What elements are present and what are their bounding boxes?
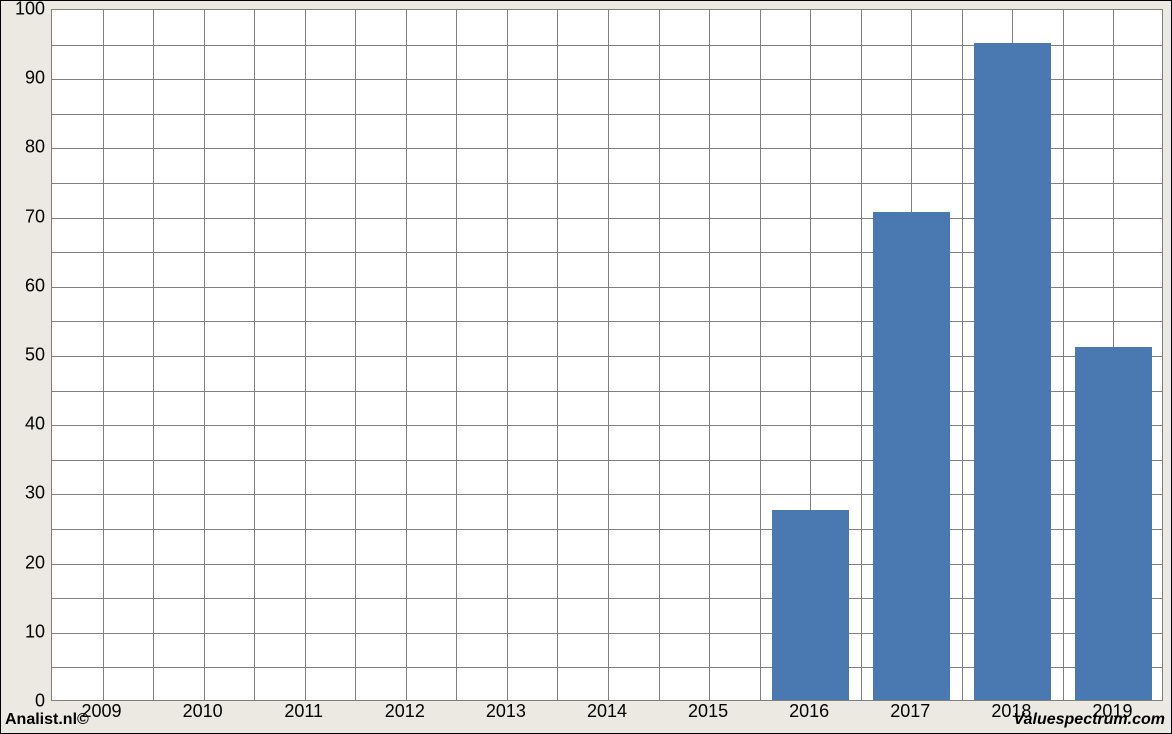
y-tick-label: 80 <box>5 137 45 158</box>
x-tick-label: 2015 <box>678 701 738 722</box>
y-tick-label: 20 <box>5 552 45 573</box>
y-tick-label: 50 <box>5 345 45 366</box>
vgrid-line <box>709 10 710 700</box>
y-tick-label: 0 <box>5 691 45 712</box>
footer-right-text: Valuespectrum.com <box>1014 711 1165 729</box>
y-tick-label: 10 <box>5 621 45 642</box>
vgrid-line <box>355 10 356 700</box>
bar-2016 <box>772 510 849 700</box>
x-tick-label: 2011 <box>274 701 334 722</box>
plot-inner <box>52 10 1162 700</box>
vgrid-line <box>153 10 154 700</box>
vgrid-line <box>659 10 660 700</box>
vgrid-line <box>103 10 104 700</box>
y-tick-label: 40 <box>5 414 45 435</box>
x-tick-label: 2016 <box>779 701 839 722</box>
vgrid-line <box>861 10 862 700</box>
vgrid-line <box>507 10 508 700</box>
bar-2018 <box>974 43 1051 700</box>
vgrid-line <box>1063 10 1064 700</box>
bar-2017 <box>873 212 950 700</box>
y-tick-label: 30 <box>5 483 45 504</box>
footer-left-text: Analist.nl© <box>5 711 89 729</box>
vgrid-line <box>406 10 407 700</box>
vgrid-line <box>456 10 457 700</box>
chart-container: 0102030405060708090100 20092010201120122… <box>0 0 1172 734</box>
y-tick-label: 60 <box>5 275 45 296</box>
x-tick-label: 2017 <box>880 701 940 722</box>
vgrid-line <box>760 10 761 700</box>
vgrid-line <box>557 10 558 700</box>
vgrid-line <box>305 10 306 700</box>
vgrid-line <box>608 10 609 700</box>
bar-2019 <box>1075 347 1152 700</box>
y-tick-label: 70 <box>5 206 45 227</box>
x-tick-label: 2013 <box>476 701 536 722</box>
y-tick-label: 100 <box>5 0 45 20</box>
y-tick-label: 90 <box>5 68 45 89</box>
x-tick-label: 2010 <box>173 701 233 722</box>
vgrid-line <box>204 10 205 700</box>
x-tick-label: 2012 <box>375 701 435 722</box>
x-tick-label: 2014 <box>577 701 637 722</box>
plot-area <box>51 9 1163 701</box>
vgrid-line <box>962 10 963 700</box>
vgrid-line <box>254 10 255 700</box>
